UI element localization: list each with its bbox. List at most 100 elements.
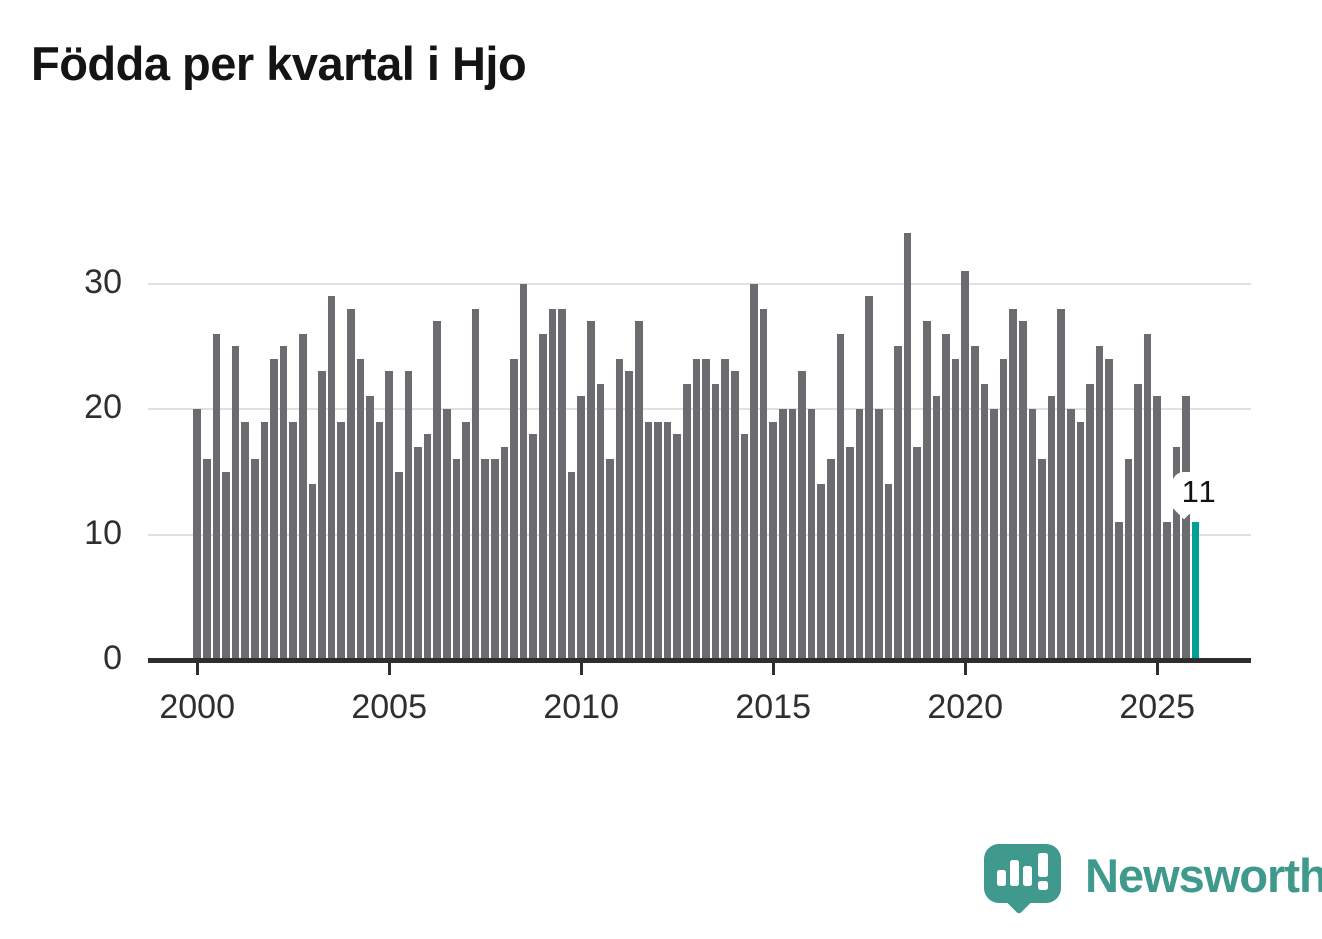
bar [711, 383, 720, 660]
y-axis-tick-label: 30 [84, 262, 122, 301]
bar [884, 484, 893, 660]
bar [875, 409, 883, 660]
bar [1143, 333, 1152, 660]
bar [817, 484, 825, 660]
bar [702, 358, 710, 660]
bar [923, 321, 931, 660]
bar [663, 421, 672, 660]
bar [539, 333, 547, 660]
bar [827, 459, 835, 660]
bar [606, 459, 614, 660]
bar [452, 459, 461, 660]
bar [654, 421, 662, 660]
x-axis-tick-label: 2020 [927, 688, 1003, 726]
x-axis-tick [195, 663, 199, 675]
newsworthy-logo: Newsworthy [984, 842, 1322, 922]
bar [1182, 396, 1190, 660]
bar [980, 383, 989, 660]
bar [961, 270, 969, 660]
bar [759, 308, 768, 660]
bar [1134, 383, 1142, 660]
newsworthy-speech-bubble-chart-icon [984, 844, 1061, 903]
bar [251, 459, 259, 660]
bar [548, 308, 557, 660]
x-axis-tick-label: 2025 [1119, 688, 1195, 726]
bar [193, 409, 201, 660]
bar [1163, 521, 1171, 660]
bar [347, 308, 355, 660]
bar [299, 333, 307, 660]
bar [942, 333, 950, 660]
bar [1105, 358, 1113, 660]
bar [855, 409, 864, 660]
bar [529, 434, 537, 660]
bar [231, 346, 240, 660]
x-axis-tick-label: 2015 [735, 688, 811, 726]
bar [625, 371, 633, 660]
bar [395, 471, 403, 660]
bar [222, 471, 230, 660]
bar [1038, 459, 1046, 660]
bar [577, 396, 585, 660]
bar [836, 333, 845, 660]
bar [1047, 396, 1056, 660]
bar [519, 283, 528, 660]
bar [1086, 383, 1094, 660]
bar [318, 371, 326, 660]
bar [260, 421, 269, 660]
bar [951, 358, 960, 660]
bar [471, 308, 480, 660]
x-axis-tick [771, 663, 775, 675]
bar [587, 321, 595, 660]
data-label-bubble: 11 [1171, 471, 1228, 514]
bar [1009, 308, 1017, 660]
bar [356, 358, 365, 660]
bar [1124, 459, 1133, 660]
y-axis-tick-label: 10 [84, 513, 122, 552]
bar [203, 459, 211, 660]
bar [798, 371, 806, 660]
newsworthy-wordmark: Newsworthy [1085, 849, 1322, 902]
bar [971, 346, 979, 660]
bar [740, 434, 749, 660]
bar [462, 421, 470, 660]
bar [289, 421, 297, 660]
bar [558, 308, 566, 660]
bar [1153, 396, 1161, 660]
x-axis-tick [963, 663, 967, 675]
bar [788, 409, 797, 660]
bar [510, 358, 518, 660]
bar [327, 296, 336, 660]
bar [414, 446, 422, 660]
bar [481, 459, 489, 660]
bar [1028, 409, 1037, 660]
x-axis-tick-label: 2010 [543, 688, 619, 726]
bar [567, 471, 576, 660]
bar [1095, 346, 1104, 660]
bar [894, 346, 902, 660]
bar [779, 409, 787, 660]
y-gridline [148, 282, 1251, 285]
bar [423, 434, 432, 660]
bar [279, 346, 288, 660]
bar [375, 421, 384, 660]
bar [903, 233, 912, 660]
bar [731, 371, 739, 660]
bar [241, 421, 249, 660]
bar [308, 484, 317, 660]
bar [615, 358, 624, 660]
bar [683, 383, 691, 660]
bar [1019, 321, 1027, 660]
x-axis-line [148, 658, 1251, 663]
x-axis-tick [1155, 663, 1159, 675]
bar [443, 409, 451, 660]
y-axis-tick-label: 20 [84, 388, 122, 426]
bar [385, 371, 393, 660]
bar [212, 333, 221, 660]
bar [990, 409, 998, 660]
bar [807, 409, 816, 660]
bar [635, 321, 643, 660]
highlighted-bar [1191, 521, 1200, 660]
bar [846, 446, 854, 660]
